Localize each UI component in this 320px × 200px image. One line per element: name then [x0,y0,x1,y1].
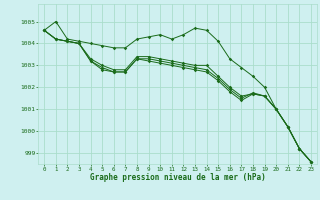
X-axis label: Graphe pression niveau de la mer (hPa): Graphe pression niveau de la mer (hPa) [90,173,266,182]
